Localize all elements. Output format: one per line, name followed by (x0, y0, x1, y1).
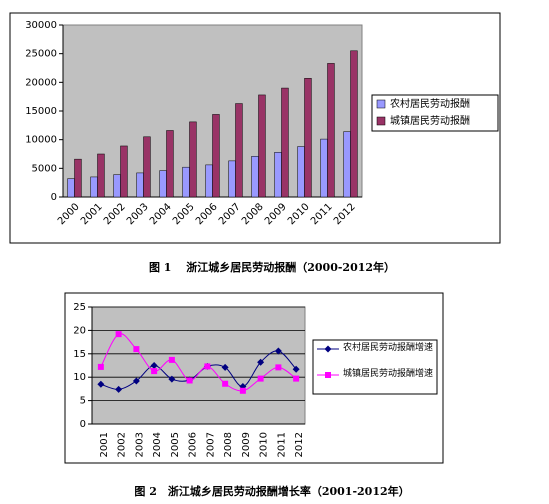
marker (221, 363, 229, 371)
plot-area (91, 306, 306, 425)
bar (136, 172, 144, 198)
legend-marker (324, 345, 332, 353)
bar (212, 114, 220, 198)
bar (228, 160, 236, 198)
x-tick-label: 2012 (294, 432, 305, 457)
y-tick-label: 25000 (25, 49, 57, 60)
x-tick-label: 2002 (117, 432, 128, 457)
x-tick-label: 2010 (259, 432, 270, 457)
bar (97, 153, 105, 198)
x-tick-label: 2001 (99, 432, 110, 457)
x-tick-label: 2003 (134, 432, 145, 457)
bar (205, 164, 213, 198)
marker (168, 375, 176, 383)
x-tick-label: 2008 (223, 432, 234, 457)
legend-swatch (376, 116, 386, 126)
legend-swatch (376, 99, 386, 109)
x-tick-label: 2007 (205, 432, 216, 457)
y-tick-label: 5 (80, 396, 86, 407)
bar (304, 78, 312, 198)
legend-label: 农村居民劳动报酬 (390, 97, 470, 110)
bar (297, 146, 305, 198)
bar (343, 131, 351, 198)
x-tick-label: 2006 (188, 432, 199, 457)
marker (239, 387, 246, 394)
marker (186, 377, 193, 384)
bar (74, 158, 82, 198)
marker (97, 380, 105, 388)
x-tick-label: 2011 (276, 432, 287, 457)
marker (222, 380, 229, 387)
marker (257, 358, 265, 366)
marker (150, 362, 158, 369)
marker (151, 368, 158, 375)
bar (67, 178, 75, 198)
legend-label: 城镇居民劳动报酬 (390, 114, 470, 127)
marker (97, 363, 104, 370)
caption: 图 2 浙江城乡居民劳动报酬增长率（2001-2012年） (134, 484, 409, 498)
marker (275, 364, 282, 371)
marker (292, 365, 300, 373)
x-tick-label: 2004 (152, 432, 163, 457)
bar (113, 174, 121, 198)
bar (166, 130, 174, 198)
bar (235, 103, 243, 198)
plot-area (62, 24, 363, 198)
bar (251, 156, 259, 198)
marker (115, 331, 122, 338)
marker (204, 363, 211, 370)
bar (189, 121, 197, 198)
marker (132, 377, 140, 385)
marker (257, 375, 264, 382)
bar (327, 63, 335, 198)
legend-label-box: 城镇居民劳动报酬增速 (343, 369, 433, 379)
bar (274, 152, 282, 198)
bar (320, 138, 328, 198)
y-tick-label: 20000 (25, 77, 57, 88)
bar (281, 87, 289, 198)
y-tick-label: 10000 (25, 135, 57, 146)
y-tick-label: 15 (73, 349, 86, 360)
legend-label: 农村居民劳动报酬增速 (343, 343, 433, 353)
legend-label-box: 农村居民劳动报酬增速 (343, 343, 433, 353)
y-tick-label: 5000 (32, 163, 57, 174)
y-tick-label: 25 (73, 302, 86, 313)
marker (274, 347, 282, 355)
y-tick-label: 15000 (25, 106, 57, 117)
x-tick-label: 2009 (241, 432, 252, 457)
y-tick-label: 0 (51, 192, 57, 203)
y-tick-label: 10 (73, 372, 86, 383)
y-tick-label: 0 (80, 419, 86, 430)
marker (293, 375, 300, 382)
bar (182, 166, 190, 198)
bar (120, 145, 128, 198)
caption: 图 1 浙江城乡居民劳动报酬（2000-2012年） (149, 260, 395, 274)
bar (143, 136, 151, 198)
x-tick-label: 2005 (170, 432, 181, 457)
bar (90, 176, 98, 198)
legend-label: 城镇居民劳动报酬增速 (343, 369, 433, 379)
marker (115, 385, 123, 393)
bar (350, 50, 358, 198)
legend (371, 94, 499, 132)
bar (159, 170, 167, 198)
marker (133, 346, 140, 353)
legend-marker (325, 372, 331, 378)
y-tick-label: 30000 (25, 20, 57, 31)
y-tick-label: 20 (73, 325, 86, 336)
bar (258, 94, 266, 198)
marker (168, 356, 175, 363)
